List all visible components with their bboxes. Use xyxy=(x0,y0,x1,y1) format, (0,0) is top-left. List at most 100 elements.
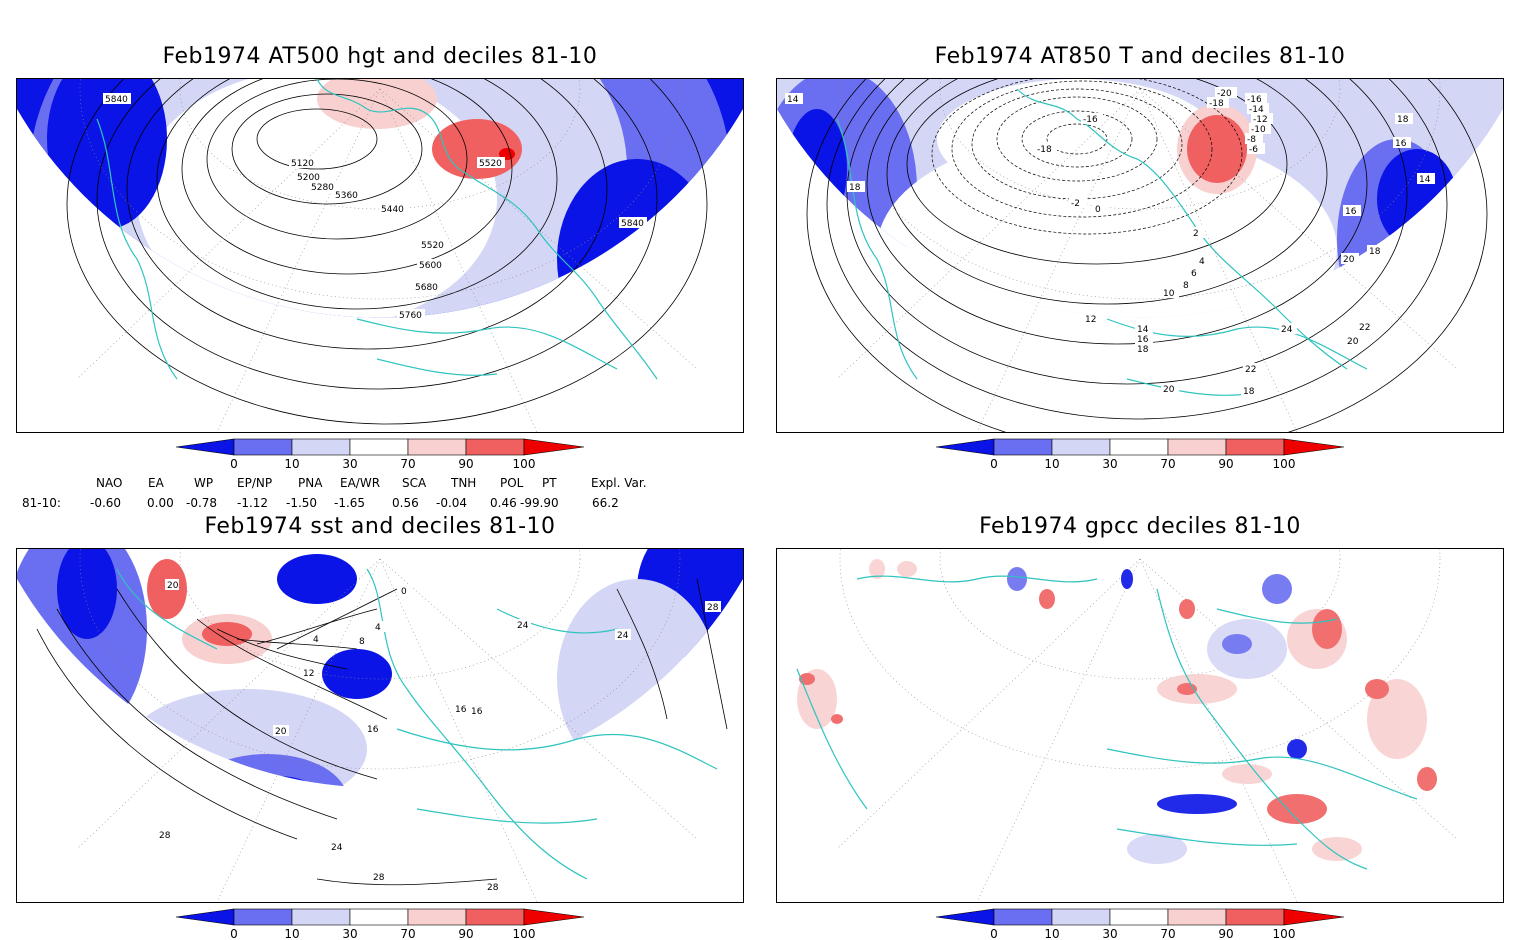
contour-label: -14 xyxy=(1249,105,1264,115)
colorbar-tick: 10 xyxy=(284,927,299,940)
contour-label: 5360 xyxy=(335,191,358,201)
contour-label: 5840 xyxy=(105,95,128,105)
index-value: -0.78 xyxy=(186,496,218,510)
index-header: Expl. Var. xyxy=(591,476,647,490)
index-header: EA xyxy=(148,476,164,490)
contour-label: 22 xyxy=(1245,365,1256,375)
panel-title-at850: Feb1974 AT850 T and deciles 81-10 xyxy=(934,44,1346,69)
index-header: NAO xyxy=(96,476,123,490)
index-header: EP/NP xyxy=(237,476,273,490)
colorbar-tick: 70 xyxy=(400,457,415,471)
contour-label: 4 xyxy=(1199,257,1205,267)
index-value: 0.46 xyxy=(490,496,517,510)
contour-label: 4 xyxy=(375,623,381,633)
map-panel-gpcc xyxy=(776,548,1504,903)
index-header: SCA xyxy=(402,476,427,490)
colorbar-tick: 90 xyxy=(458,457,473,471)
contour-label: 2 xyxy=(1193,229,1199,239)
map-panel-at500: 5840 5120 5200 5280 5360 5440 5520 5520 … xyxy=(16,78,744,433)
contour-label: 0 xyxy=(401,587,407,597)
contour-label: 24 xyxy=(1281,325,1293,335)
contour-label: 5200 xyxy=(297,173,320,183)
index-header: PNA xyxy=(298,476,323,490)
index-value: -1.12 xyxy=(237,496,269,510)
contour-label: 20 xyxy=(167,581,179,591)
index-value: -0.04 xyxy=(436,496,468,510)
colorbar-tick: 100 xyxy=(1273,457,1296,471)
contour-label: 20 xyxy=(275,727,287,737)
map-panel-sst: 20 0 4 8 4 12 16 20 16 24 28 24 28 28 28… xyxy=(16,548,744,903)
contour-label: 18 xyxy=(849,183,861,193)
colorbar-tick: 90 xyxy=(1218,457,1233,471)
contour-label: 16 xyxy=(455,705,467,715)
colorbar-tick: 90 xyxy=(458,927,473,940)
contour-label: -2 xyxy=(1071,199,1080,209)
colorbar-gpcc: 0 10 30 70 90 100 xyxy=(935,908,1345,940)
contour-label: 18 xyxy=(1137,345,1149,355)
colorbar-tick: 70 xyxy=(1160,927,1175,940)
colorbar-tick: 0 xyxy=(990,927,998,940)
colorbar-tick: 0 xyxy=(990,457,998,471)
contour-label: 16 xyxy=(1395,139,1407,149)
index-header: POL xyxy=(500,476,524,490)
index-value: -1.65 xyxy=(334,496,366,510)
colorbar-tick: 30 xyxy=(342,927,357,940)
contour-label: 8 xyxy=(1183,281,1189,291)
contour-label: 16 xyxy=(367,725,379,735)
contour-label: 20 xyxy=(1347,337,1359,347)
contour-label: 5280 xyxy=(311,183,334,193)
contour-label: 5440 xyxy=(381,205,404,215)
contour-label: 20 xyxy=(1343,255,1355,265)
contour-label: 18 xyxy=(1397,115,1409,125)
contour-label: -12 xyxy=(1253,115,1268,125)
contour-label: 5520 xyxy=(479,159,502,169)
contour-label: -18 xyxy=(1209,99,1224,109)
contour-label: 6 xyxy=(1191,269,1197,279)
contour-label: 14 xyxy=(1419,175,1431,185)
contour-label: 5120 xyxy=(291,159,314,169)
index-value: 0.00 xyxy=(147,496,174,510)
contour-label: 14 xyxy=(787,95,799,105)
contour-label: 10 xyxy=(1163,289,1175,299)
contour-label: 24 xyxy=(331,843,343,853)
contour-label: 5680 xyxy=(415,283,438,293)
colorbar-sst: 0 10 30 70 90 100 xyxy=(175,908,585,940)
index-header: PT xyxy=(542,476,557,490)
contour-label: 24 xyxy=(617,631,629,641)
colorbar-tick: 10 xyxy=(284,457,299,471)
contour-label: 18 xyxy=(1243,387,1255,397)
contour-label: 28 xyxy=(707,603,719,613)
colorbar-tick: 90 xyxy=(1218,927,1233,940)
contour-label: -18 xyxy=(1037,145,1052,155)
colorbar-at500: 0 10 30 70 90 100 xyxy=(175,438,585,471)
contour-label: 0 xyxy=(1095,205,1101,215)
contour-label: 14 xyxy=(1137,325,1149,335)
index-value: -99.90 xyxy=(520,496,559,510)
colorbar-tick: 10 xyxy=(1044,457,1059,471)
map-panel-at850: 14 18 -20 -18 -16 -14 -12 -10 -18 -16 -8… xyxy=(776,78,1504,433)
contour-label: 24 xyxy=(517,621,529,631)
colorbar-tick: 0 xyxy=(230,457,238,471)
colorbar-tick: 10 xyxy=(1044,927,1059,940)
contour-label: -6 xyxy=(1249,145,1258,155)
contour-label: 28 xyxy=(373,873,385,883)
panel-title-gpcc: Feb1974 gpcc deciles 81-10 xyxy=(979,514,1301,539)
contour-label: 28 xyxy=(487,883,499,893)
contour-label: 12 xyxy=(1085,315,1096,325)
colorbar-tick: 30 xyxy=(342,457,357,471)
index-value: 66.2 xyxy=(592,496,619,510)
contour-label: 16 xyxy=(471,707,483,717)
contour-label: 5760 xyxy=(399,311,422,321)
contour-label: -20 xyxy=(1217,89,1232,99)
contour-label: 22 xyxy=(1359,323,1370,333)
colorbar-tick: 100 xyxy=(513,927,536,940)
contour-label: 5520 xyxy=(421,241,444,251)
contour-label: 4 xyxy=(313,635,319,645)
colorbar-tick: 30 xyxy=(1102,927,1117,940)
panel-title-at500: Feb1974 AT500 hgt and deciles 81-10 xyxy=(162,44,598,69)
contour-label: 16 xyxy=(1137,335,1149,345)
panel-title-sst: Feb1974 sst and deciles 81-10 xyxy=(204,514,556,539)
contour-label: 5600 xyxy=(419,261,442,271)
contour-label: -16 xyxy=(1247,95,1262,105)
colorbar-tick: 70 xyxy=(1160,457,1175,471)
